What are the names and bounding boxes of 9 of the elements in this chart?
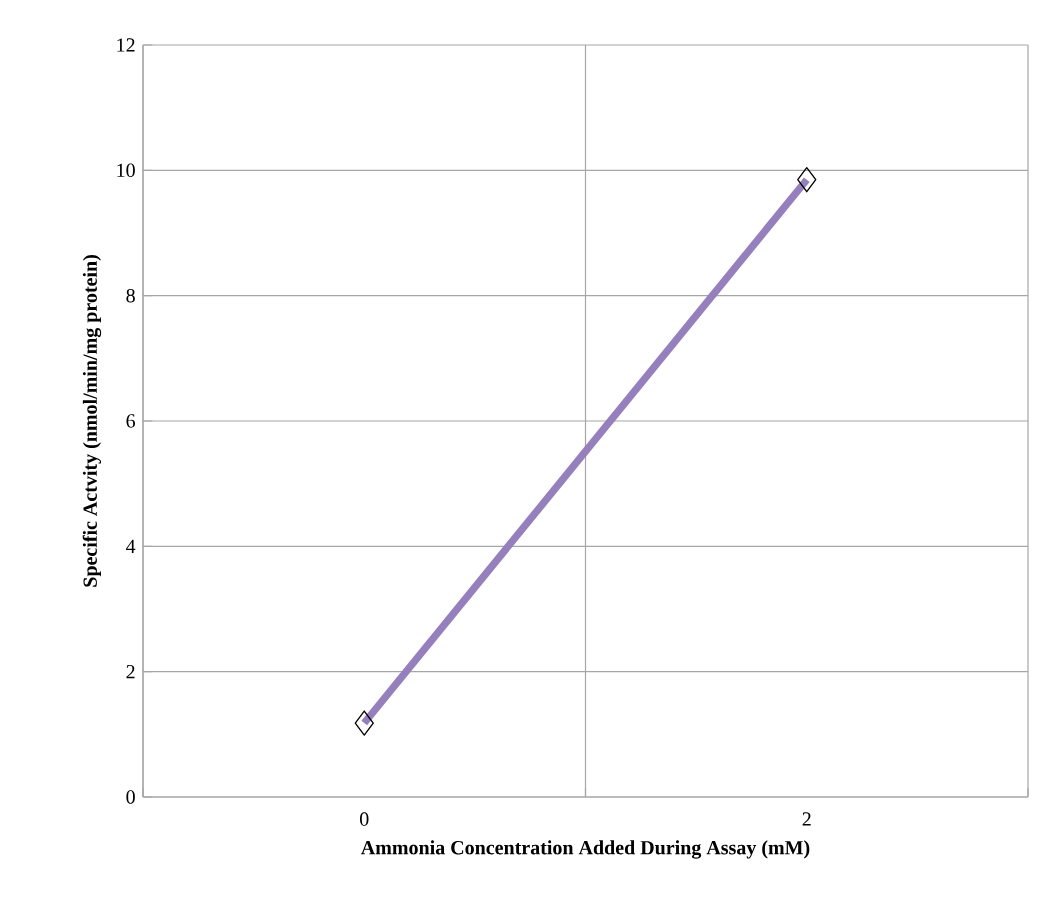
- y-tick-label: 6: [126, 414, 136, 428]
- y-tick-label: 4: [126, 539, 136, 553]
- y-tick-label: 0: [126, 790, 135, 804]
- y-tick-label: 10: [117, 163, 135, 178]
- x-axis-title: Ammonia Concentration Added During Assay (mM): [360, 840, 810, 859]
- y-axis-title: Specific Actvity (nmol/min/mg protein): [82, 255, 102, 587]
- y-tick-label: 12: [117, 38, 135, 52]
- y-tick-label: 8: [126, 288, 135, 303]
- y-tick-label: 2: [126, 665, 135, 679]
